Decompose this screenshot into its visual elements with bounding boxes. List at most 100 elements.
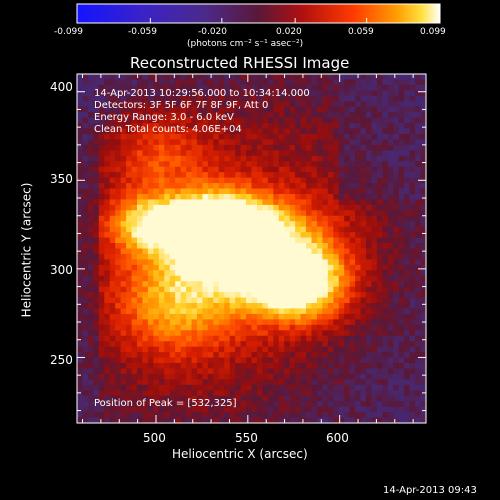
- heat-cell: [284, 368, 291, 375]
- heat-cell: [267, 401, 274, 408]
- heat-cell: [147, 237, 154, 244]
- heat-cell: [306, 352, 313, 359]
- heat-cell: [387, 95, 394, 102]
- heat-cell: [404, 379, 411, 386]
- heat-cell: [229, 172, 236, 179]
- heat-cell: [136, 346, 144, 353]
- heat-cell: [284, 90, 291, 97]
- heat-cell: [366, 395, 373, 402]
- heat-cell: [191, 417, 198, 424]
- heat-cell: [153, 368, 160, 375]
- heat-cell: [98, 226, 105, 233]
- heat-cell: [131, 232, 138, 239]
- heat-cell: [366, 177, 373, 184]
- heat-cell: [316, 199, 323, 206]
- heat-cell: [349, 117, 356, 124]
- heat-cell: [311, 363, 318, 370]
- heat-cell: [387, 357, 394, 364]
- heat-cell: [344, 281, 351, 288]
- heat-cell: [158, 357, 165, 364]
- heat-cell: [175, 166, 182, 173]
- heat-cell: [93, 395, 100, 402]
- heat-cell: [126, 330, 133, 337]
- heat-cell: [398, 123, 405, 130]
- heat-cell: [153, 401, 160, 408]
- heat-cell: [93, 406, 100, 413]
- heat-cell: [284, 417, 291, 424]
- heat-cell: [338, 117, 345, 124]
- heat-cell: [300, 308, 307, 315]
- heat-cell: [229, 183, 236, 190]
- heat-cell: [333, 286, 340, 293]
- heat-cell: [295, 248, 302, 255]
- heat-cell: [82, 324, 89, 331]
- heat-cell: [246, 166, 253, 173]
- heat-cell: [240, 352, 247, 359]
- heat-cell: [136, 188, 144, 195]
- heat-cell: [235, 330, 242, 337]
- heat-cell: [349, 406, 356, 413]
- heat-cell: [153, 363, 160, 370]
- heat-cell: [382, 341, 389, 348]
- heat-cell: [218, 101, 225, 108]
- heat-cell: [87, 128, 94, 135]
- heat-cell: [246, 150, 253, 157]
- heat-cell: [87, 390, 94, 397]
- heat-cell: [262, 150, 269, 157]
- heat-cell: [180, 292, 187, 299]
- heat-cell: [169, 139, 176, 146]
- heat-cell: [382, 319, 389, 326]
- heat-cell: [311, 117, 318, 124]
- heat-cell: [240, 417, 247, 424]
- heat-cell: [295, 74, 302, 81]
- heat-cell: [267, 363, 274, 370]
- heat-cell: [278, 270, 285, 277]
- heat-cell: [284, 297, 291, 304]
- heat-cell: [295, 215, 302, 222]
- heat-cell: [240, 275, 247, 282]
- heat-cell: [175, 199, 182, 206]
- heat-cell: [409, 232, 416, 239]
- heat-cell: [284, 155, 291, 162]
- heat-cell: [327, 172, 334, 179]
- heat-cell: [306, 243, 313, 250]
- heat-cell: [175, 395, 182, 402]
- heat-cell: [311, 275, 318, 282]
- heat-cell: [338, 188, 345, 195]
- heat-cell: [289, 373, 296, 380]
- heat-cell: [158, 90, 165, 97]
- heat-cell: [186, 210, 193, 217]
- heat-cell: [207, 117, 214, 124]
- heat-cell: [196, 341, 204, 348]
- heat-cell: [246, 324, 253, 331]
- heat-cell: [196, 352, 204, 359]
- heat-cell: [153, 292, 160, 299]
- heat-cell: [218, 74, 225, 81]
- heat-cell: [147, 357, 154, 364]
- heat-cell: [284, 161, 291, 168]
- heat-cell: [267, 373, 274, 380]
- heat-cell: [115, 237, 122, 244]
- heat-cell: [175, 193, 182, 201]
- heat-cell: [218, 106, 225, 113]
- heat-cell: [289, 161, 296, 168]
- heat-cell: [87, 346, 94, 353]
- heat-cell: [251, 281, 258, 288]
- heat-cell: [235, 313, 242, 320]
- heat-cell: [229, 363, 236, 370]
- heat-cell: [131, 123, 138, 130]
- heat-cell: [289, 319, 296, 326]
- heat-cell: [376, 79, 383, 86]
- heat-cell: [87, 363, 94, 370]
- heat-cell: [131, 357, 138, 364]
- heat-cell: [246, 133, 253, 141]
- heat-cell: [322, 112, 329, 119]
- heat-cell: [93, 123, 100, 130]
- heat-cell: [289, 286, 296, 293]
- heat-cell: [175, 204, 182, 211]
- heat-cell: [398, 308, 405, 315]
- heat-cell: [393, 330, 400, 337]
- heat-cell: [420, 281, 427, 288]
- heat-cell: [366, 281, 373, 288]
- heat-cell: [109, 384, 116, 391]
